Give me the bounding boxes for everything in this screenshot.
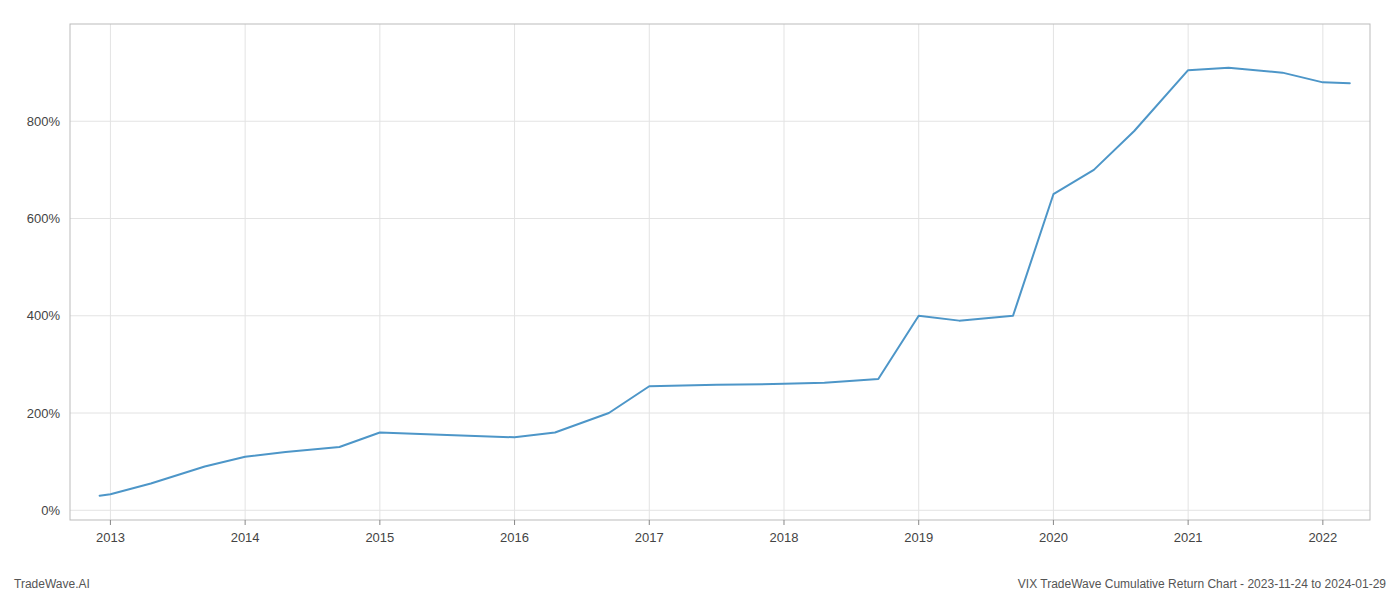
x-grid-line	[1322, 24, 1323, 520]
x-tick	[1188, 520, 1189, 525]
x-grid-line	[245, 24, 246, 520]
x-tick	[1053, 520, 1054, 525]
x-grid-line	[649, 24, 650, 520]
x-tick	[514, 520, 515, 525]
plot-frame	[70, 24, 1370, 520]
x-tick	[110, 520, 111, 525]
y-grid-line	[70, 510, 1370, 511]
grid	[70, 24, 1370, 520]
x-tick	[1322, 520, 1323, 525]
x-tick-label: 2013	[96, 530, 125, 545]
page: {"chart_data": {"type": "line", "x": [20…	[0, 0, 1400, 600]
y-grid-line	[70, 315, 1370, 316]
x-tick-label: 2017	[635, 530, 664, 545]
plot-data	[100, 68, 1350, 496]
x-grid-line	[1188, 24, 1189, 520]
data-line	[100, 68, 1350, 496]
y-tick-label: 0%	[41, 503, 60, 518]
x-tick-label: 2018	[770, 530, 799, 545]
x-grid-line	[918, 24, 919, 520]
background	[0, 0, 1400, 600]
y-grid-line	[70, 218, 1370, 219]
footer-right: VIX TradeWave Cumulative Return Chart - …	[1018, 577, 1387, 591]
y-tick-label: 600%	[27, 211, 61, 226]
footer-left: TradeWave.AI	[14, 577, 90, 591]
x-tick-label: 2022	[1308, 530, 1337, 545]
x-tick-label: 2016	[500, 530, 529, 545]
y-tick-label: 200%	[27, 406, 61, 421]
x-tick-label: 2019	[904, 530, 933, 545]
x-tick-label: 2021	[1174, 530, 1203, 545]
x-tick	[783, 520, 784, 525]
y-tick-label: 800%	[27, 114, 61, 129]
x-tick-label: 2020	[1039, 530, 1068, 545]
x-grid-line	[514, 24, 515, 520]
x-tick-label: 2014	[231, 530, 260, 545]
y-grid-line	[70, 121, 1370, 122]
x-grid-line	[379, 24, 380, 520]
x-tick	[649, 520, 650, 525]
x-tick	[379, 520, 380, 525]
y-tick-label: 400%	[27, 308, 61, 323]
x-grid-line	[1053, 24, 1054, 520]
x-grid-line	[110, 24, 111, 520]
x-tick	[918, 520, 919, 525]
x-grid-line	[783, 24, 784, 520]
axes: 2013 2014 2015 2016 2017 2018 2019 2020 2021 2022…	[27, 114, 1338, 545]
x-tick-label: 2015	[365, 530, 394, 545]
y-grid-line	[70, 413, 1370, 414]
x-tick	[245, 520, 246, 525]
chart: 2013 2014 2015 2016 2017 2018 2019 2020 2021 2022…	[0, 0, 1400, 600]
